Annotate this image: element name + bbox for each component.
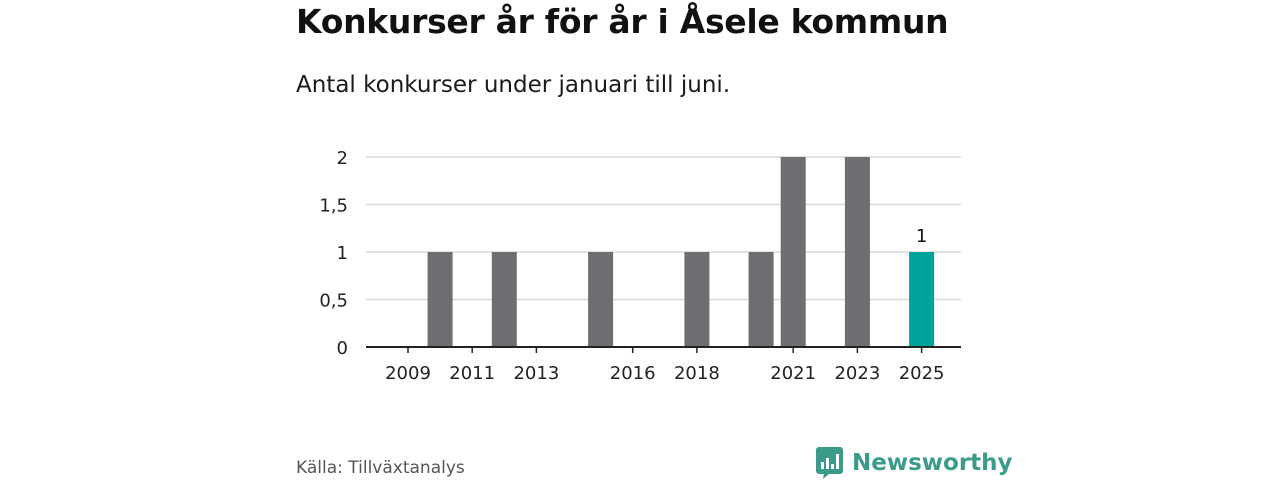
bar-chart: 00,511,52 2009 2011 2013 2016 2018 2021 2023 20… [319, 148, 961, 384]
chart-subtitle: Antal konkurser under januari till juni. [296, 72, 731, 98]
x-tick-label: 2016 [610, 363, 656, 384]
bar-2023 [844, 157, 870, 347]
x-tick-label: 2023 [834, 363, 880, 384]
data-labels: 1 [916, 226, 927, 247]
newsworthy-logo: Newsworthy [816, 447, 1013, 479]
x-tick-label: 2021 [770, 363, 816, 384]
bars [427, 157, 935, 347]
x-tick-label: 2011 [449, 363, 495, 384]
bar-2015 [588, 252, 614, 347]
chart-title: Konkurser år för år i Åsele kommun [296, 2, 949, 41]
bar-chart-speech-bubble-icon [816, 447, 843, 479]
bar-2020 [748, 252, 774, 347]
source-note: Källa: Tillväxtanalys [296, 458, 465, 478]
x-tick-label: 2018 [674, 363, 720, 384]
x-tick-label: 2013 [513, 363, 559, 384]
gridlines [366, 156, 961, 301]
bar-2021 [780, 157, 806, 347]
y-tick-label: 0 [337, 338, 348, 359]
bar-2018 [684, 252, 710, 347]
y-tick-label: 0,5 [319, 291, 348, 312]
bar-2010 [427, 252, 453, 347]
bar-2025 [909, 252, 935, 347]
y-axis-tick-labels: 0 0,5 1 1,5 2 [319, 148, 348, 359]
y-tick-label: 1,5 [319, 196, 348, 217]
x-tick-label: 2025 [899, 363, 945, 384]
bar-2012 [491, 252, 517, 347]
x-axis-tick-labels: 2009 2011 2013 2016 2018 2021 2023 2025 [385, 363, 944, 384]
y-tick-label: 2 [337, 148, 348, 169]
brand-name: Newsworthy [852, 450, 1013, 476]
x-axis [366, 346, 961, 353]
x-tick-label: 2009 [385, 363, 431, 384]
y-tick-label: 1 [337, 243, 348, 264]
data-label-2025: 1 [916, 226, 927, 247]
chart-card: Konkurser år för år i Åsele kommun Antal… [296, 0, 1013, 480]
